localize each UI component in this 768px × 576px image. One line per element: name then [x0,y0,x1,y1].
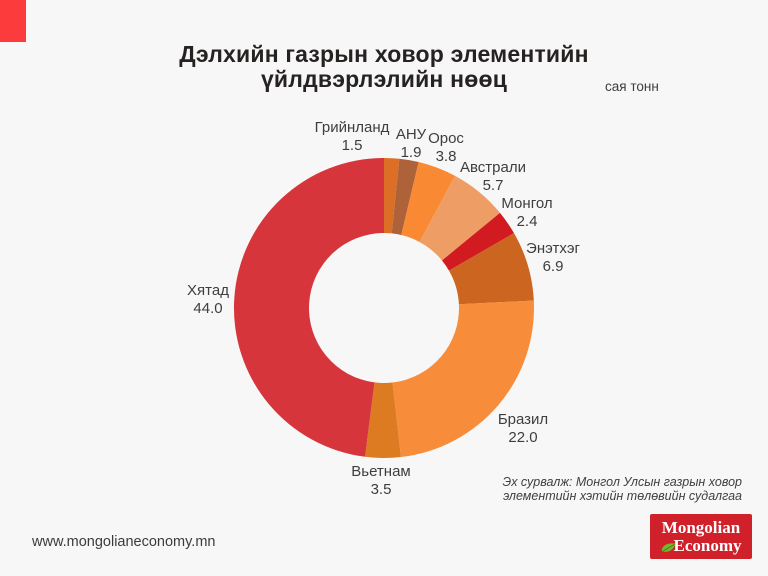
unit-label: сая тонн [605,79,659,94]
page-title: Дэлхийн газрын ховор элементийн үйлдвэрл… [0,42,768,92]
slice-label-value: 1.5 [341,137,363,154]
slice-label-name: АНУ [395,126,427,143]
slice-label-value: 22.0 [508,429,538,446]
slice-label-2: Орос 3.8 [428,130,464,166]
page-title-line2: үйлдвэрлэлийн нөөц [260,66,508,92]
website-url: www.mongolianeconomy.mn [32,534,216,550]
donut-slice-2 [401,162,456,242]
slice-label-1: АНУ 1.9 [396,126,426,162]
donut-slice-8 [233,158,384,457]
donut-slice-5 [448,233,534,305]
slice-label-value: 5.7 [482,177,504,194]
slice-label-value: 1.9 [400,144,422,161]
slice-label-name: Вьетнам [351,463,411,480]
source-note-line2: элементийн хэтийн төлөвийн судалгаа [503,488,742,503]
slice-label-value: 3.5 [370,481,392,498]
donut-slice-1 [391,158,419,236]
slice-label-value: 2.4 [516,213,538,230]
slice-label-name: Энэтхэг [526,240,580,257]
slice-label-0: Грийнланд 1.5 [315,119,390,155]
slice-label-name: Бразил [497,411,549,428]
mongolian-economy-logo: Mongolian Economy [650,514,752,559]
slice-label-name: Монгол [501,195,553,212]
slice-label-name: Австрали [460,159,526,176]
slice-label-value: 3.8 [435,148,457,165]
slice-label-6: Бразил 22.0 [498,411,548,447]
logo-line1: Mongolian [661,517,741,537]
logo-line2: Economy [673,535,742,555]
page-title-line1: Дэлхийн газрын ховор элементийн [179,41,589,67]
slice-label-name: Орос [428,130,464,147]
source-note: Эх сурвалж: Монгол Улсын газрын ховор эл… [502,475,742,503]
slice-label-value: 6.9 [542,258,564,275]
donut-slice-6 [392,300,534,458]
slice-label-4: Монгол 2.4 [501,195,552,231]
slice-label-3: Австрали 5.7 [460,159,526,195]
source-note-line1: Эх сурвалж: Монгол Улсын газрын ховор [502,475,742,489]
slice-label-5: Энэтхэг 6.9 [526,240,580,276]
leaf-icon [661,542,675,552]
donut-slice-3 [419,175,500,261]
corner-accent-rect [0,0,26,42]
donut-slice-7 [365,382,401,459]
slice-label-7: Вьетнам 3.5 [351,463,410,499]
slice-label-8: Хятад 44.0 [187,282,229,318]
donut-slice-0 [384,158,400,234]
logo-line2-row: Economy [661,535,742,555]
slice-label-value: 44.0 [193,300,223,317]
slice-label-name: Хятад [187,282,229,299]
donut-slice-4 [441,212,514,271]
slice-label-name: Грийнланд [314,119,390,136]
